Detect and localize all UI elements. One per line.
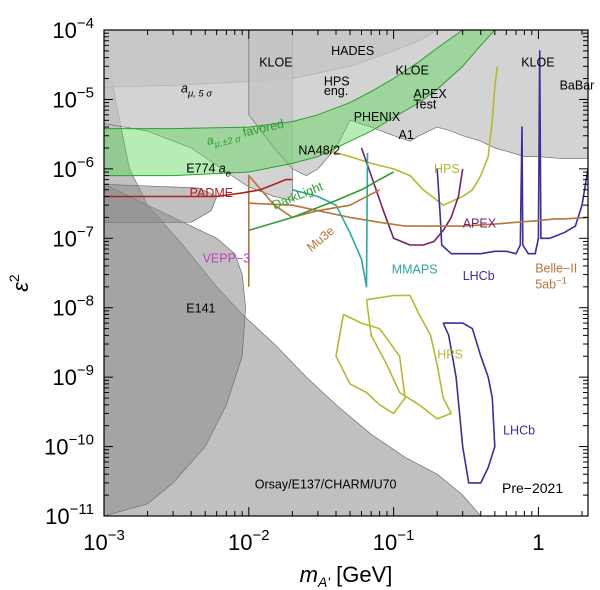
annotation-hps: HPS [324, 74, 350, 88]
annotation-belle-ii: Belle−II [535, 262, 577, 276]
y-tick-label: 10−10 [44, 432, 94, 460]
projection-curves [104, 50, 588, 484]
annotation-lhcb: LHCb [463, 269, 495, 283]
y-tick-label: 10−8 [52, 293, 94, 321]
annotation-na48-2: NA48/2 [298, 144, 340, 158]
annotation-vepp-3: VEPP−3 [203, 251, 251, 265]
x-tick-label: 10−2 [228, 527, 270, 555]
annotation-padme: PADME [190, 186, 234, 200]
status-label: Pre−2021 [502, 480, 563, 496]
annotation-apex: APEX [463, 217, 497, 231]
annotation-kloe: KLOE [521, 55, 554, 69]
curve-hps-displaced-loop-2 [365, 294, 453, 420]
curve-lhcb-displaced [442, 322, 496, 484]
curve-padme [104, 178, 293, 198]
annotation-orsay-e137-charm-u70: Orsay/E137/CHARM/U70 [255, 477, 397, 491]
x-tick-label: 10−1 [373, 527, 415, 555]
region-a-e [104, 30, 293, 201]
curve-lhcb-prompt [436, 50, 588, 255]
annotation-ae: ae [219, 161, 231, 179]
y-axis-label: ε2 [6, 274, 33, 292]
annotation-a-5: aμ, 5 σ [181, 82, 213, 100]
x-axis-label: mA' [GeV] [300, 562, 393, 590]
annotation-a1: A1 [399, 128, 414, 142]
x-tick-label: 10−3 [83, 527, 125, 555]
plot-frame [103, 29, 589, 517]
y-tick-label: 10−7 [52, 223, 94, 251]
y-tick-label: 10−11 [45, 501, 94, 529]
annotation-e774: E774 [186, 162, 215, 176]
axes: 10−3 10−2 10−1 110−410−510−610−710−810−910−… [44, 15, 588, 555]
annotation-eng: eng. [324, 84, 348, 98]
curve-hps-upper-region [317, 66, 499, 206]
region-e141 [104, 183, 246, 516]
annotation-babar: BaBar [560, 78, 595, 92]
annotation-e141: E141 [186, 302, 215, 316]
annotation-test: Test [413, 98, 436, 112]
annotation-kloe: KLOE [396, 63, 429, 77]
y-tick-label: 10−6 [52, 154, 94, 182]
curve-hps-displaced-loop-1 [335, 313, 406, 415]
annotation-5ab: 5ab−1 [535, 275, 567, 291]
region-e774 [104, 183, 218, 223]
favored-band [104, 30, 496, 177]
curve-mmaps [292, 152, 369, 288]
annotation-hps: HPS [434, 162, 460, 176]
y-tick-label: 10−9 [52, 362, 94, 390]
annotation-lhcb: LHCb [503, 423, 535, 437]
curve-apex [360, 147, 464, 246]
curve-darklight [248, 171, 394, 232]
annotation-mmaps: MMAPS [392, 263, 438, 277]
annotation-hps: HPS [437, 348, 463, 362]
annotation-phenix: PHENIX [354, 110, 401, 124]
curve-belle-ii-5ab-1 [248, 202, 588, 227]
band-a-mu-2-sigma-favored [104, 30, 496, 177]
annotation-hades: HADES [331, 44, 374, 58]
x-tick-label: 1 [532, 530, 544, 555]
annotation-apex: APEX [413, 87, 447, 101]
y-tick-label: 10−5 [52, 84, 94, 112]
annotation-kloe: KLOE [259, 55, 292, 69]
y-tick-label: 10−4 [52, 15, 94, 43]
